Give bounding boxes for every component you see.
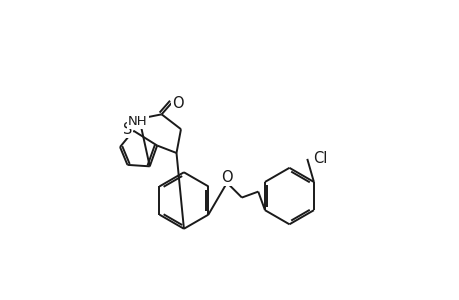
Text: O: O (221, 170, 232, 185)
Text: S: S (123, 122, 132, 137)
Text: NH: NH (128, 115, 147, 128)
Text: Cl: Cl (313, 152, 327, 166)
Text: O: O (172, 96, 184, 111)
